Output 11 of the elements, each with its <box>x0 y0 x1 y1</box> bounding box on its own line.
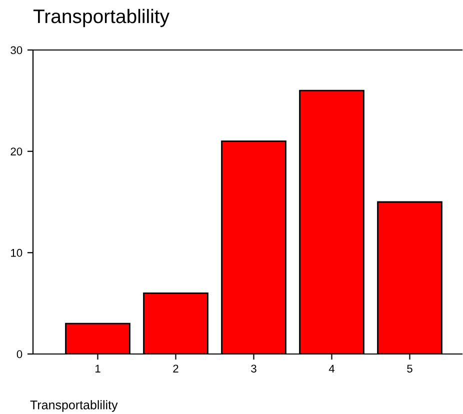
y-tick-label: 10 <box>11 248 22 257</box>
x-tick-label: 3 <box>251 364 256 373</box>
x-tick-label: 4 <box>328 364 335 372</box>
y-tick-label: 20 <box>10 148 22 156</box>
x-tick-label: 1 <box>96 364 100 372</box>
x-axis-title: Transportablility <box>30 400 118 412</box>
y-tick-label: 30 <box>10 46 22 54</box>
chart-title: Transportablility <box>33 8 170 28</box>
x-tick-label: 2 <box>173 364 178 372</box>
y-tick-label: 0 <box>16 350 22 358</box>
x-tick-label: 5 <box>407 364 412 373</box>
